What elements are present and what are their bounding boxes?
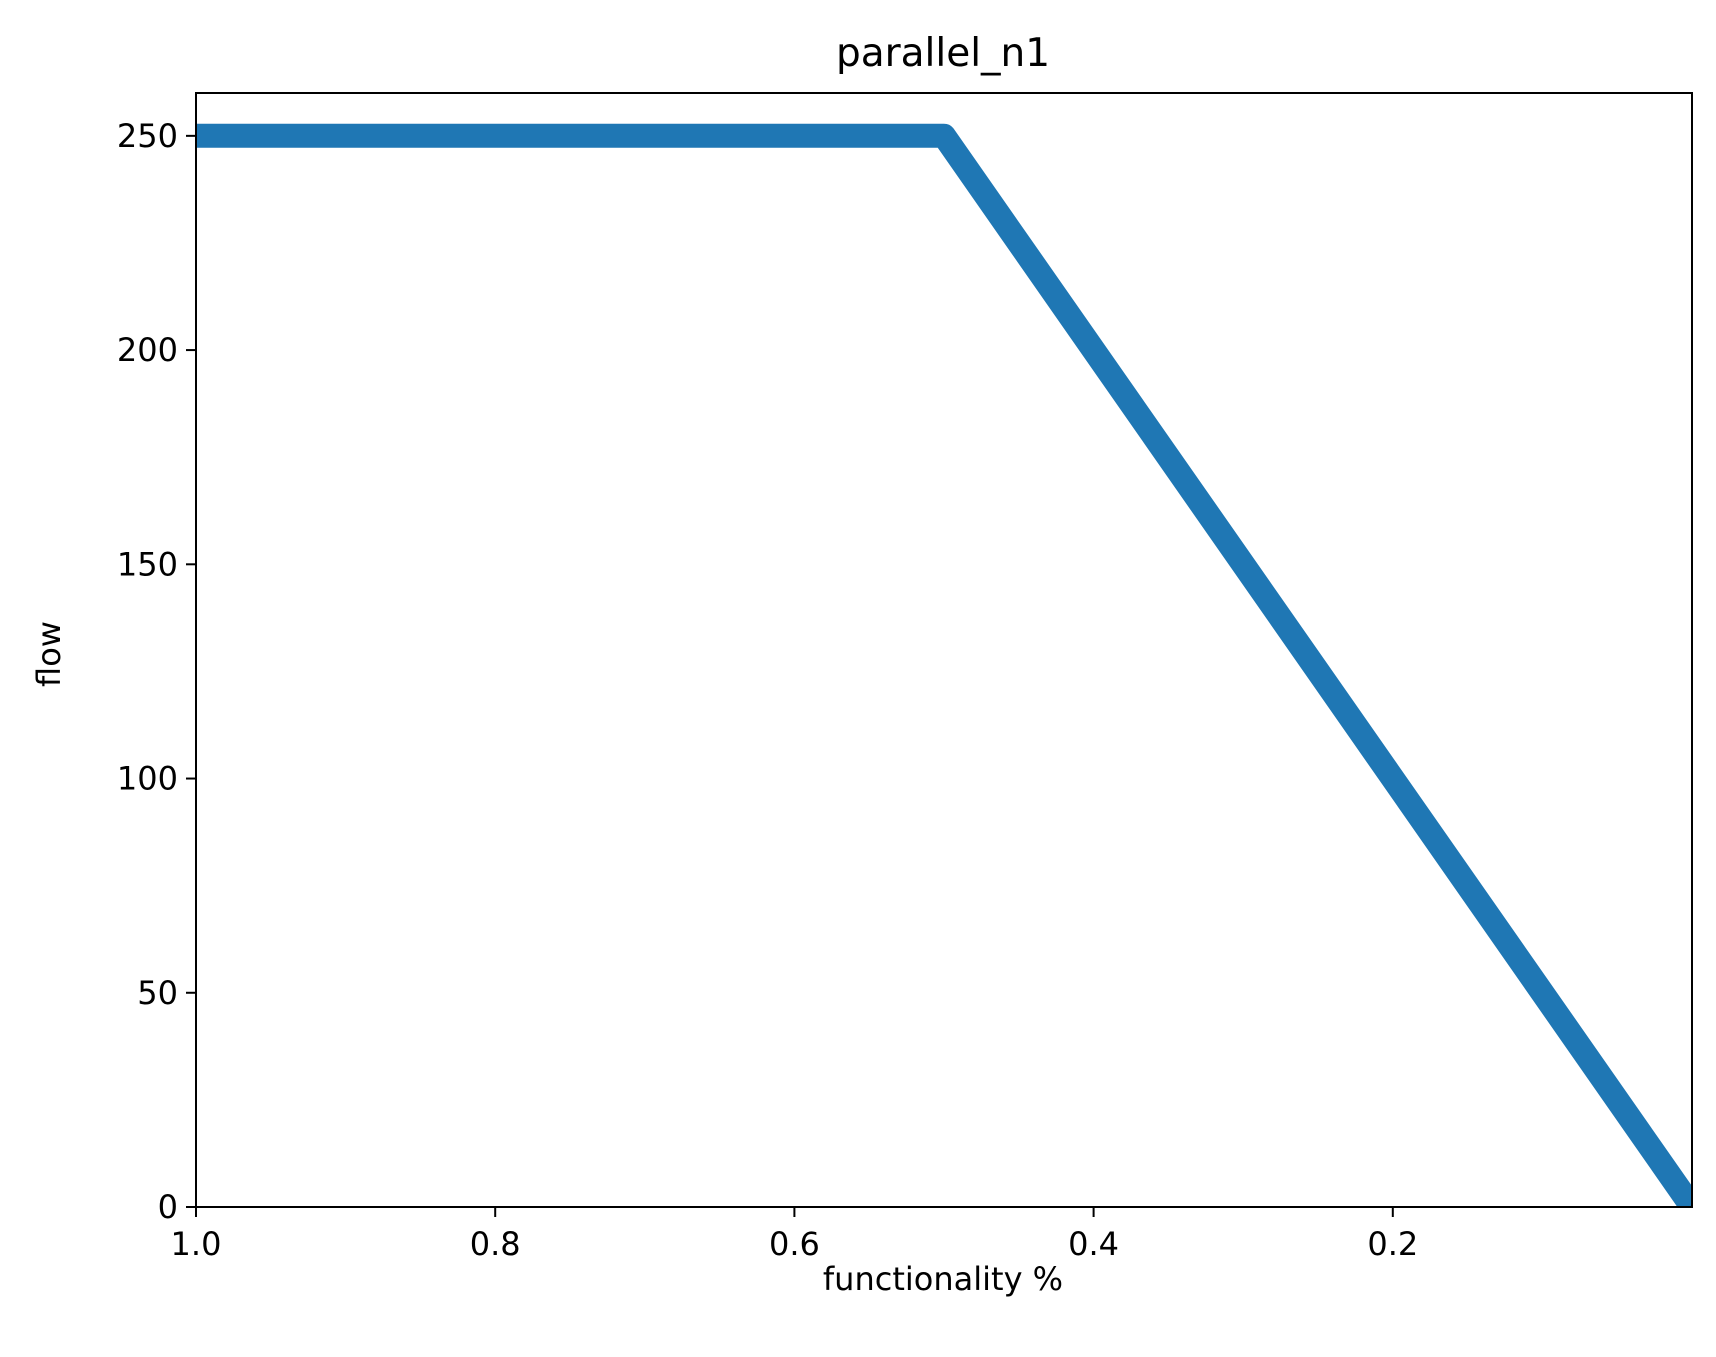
y-tick-label: 50: [137, 974, 178, 1012]
y-tick-label: 100: [117, 760, 178, 798]
x-tick-label: 0.4: [1068, 1225, 1119, 1263]
y-axis: 0 50 100 150 200 250: [117, 117, 196, 1226]
plot-area-frame: [195, 92, 1693, 1208]
x-axis: 1.0 0.8 0.6 0.4 0.2: [171, 1207, 1418, 1263]
x-axis-label: functionality %: [823, 1260, 1063, 1298]
y-tick-label: 250: [117, 117, 178, 155]
series-layer: [196, 123, 1692, 1207]
y-axis-label: flow: [30, 621, 68, 687]
x-tick-label: 0.6: [769, 1225, 820, 1263]
x-tick-label: 0.2: [1367, 1225, 1418, 1263]
y-tick-label: 0: [158, 1188, 178, 1226]
x-tick-label: 1.0: [171, 1225, 222, 1263]
y-tick-label: 200: [117, 331, 178, 369]
chart-title: parallel_n1: [836, 31, 1050, 76]
y-tick-label: 150: [117, 545, 178, 583]
x-tick-label: 0.8: [470, 1225, 521, 1263]
series-line-1: [196, 123, 1692, 1207]
